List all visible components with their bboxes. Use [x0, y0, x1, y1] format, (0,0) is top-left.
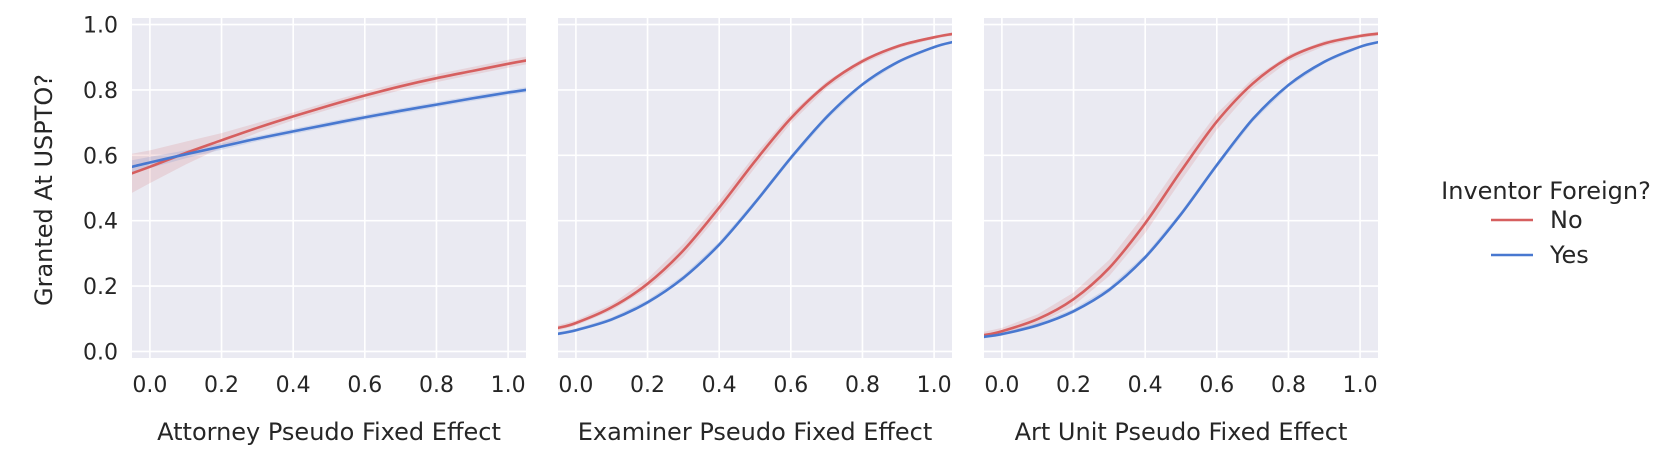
chart-panel: 0.0 0.2 0.4 0.6 0.8 1.0 Examiner Pseudo Fixed …	[558, 18, 952, 446]
legend-entry-label: Yes	[1549, 241, 1589, 269]
x-tick-label: 0.4	[702, 373, 737, 398]
x-tick-label: 0.6	[773, 373, 808, 398]
x-axis-label: Art Unit Pseudo Fixed Effect	[1015, 418, 1348, 446]
y-tick-label: 0.8	[83, 79, 118, 104]
y-tick-label: 0.4	[83, 210, 118, 235]
x-tick-label: 0.2	[1056, 373, 1091, 398]
x-tick-label: 0.8	[1271, 373, 1306, 398]
x-tick-label: 0.4	[1128, 373, 1163, 398]
chart-panel: 0.0 0.2 0.4 0.6 0.8 1.0 Art Unit Pseudo Fixed …	[984, 18, 1378, 446]
plot-background	[984, 18, 1378, 358]
chart-panel: 0.0 0.2 0.4 0.6 0.8 1.0 0.0 0.2 0.4 0.6 0.8 1.0 Atto…	[83, 14, 526, 446]
x-tick-label: 0.6	[1199, 373, 1234, 398]
x-axis-label: Examiner Pseudo Fixed Effect	[578, 418, 933, 446]
legend-entries: No Yes	[1491, 206, 1589, 269]
y-tick-label: 0.0	[83, 340, 118, 365]
series-line-yes	[132, 88, 526, 169]
series-line-yes	[984, 40, 1378, 339]
series-line-no	[984, 32, 1378, 337]
series-line-yes	[558, 40, 952, 336]
x-tick-label: 0.2	[204, 373, 239, 398]
x-tick-label: 1.0	[917, 373, 952, 398]
x-tick-label: 0.2	[630, 373, 665, 398]
y-tick-label: 0.6	[83, 144, 118, 169]
x-tick-label: 0.0	[132, 373, 167, 398]
series-layer	[132, 56, 526, 193]
y-tick-label: 1.0	[83, 14, 118, 39]
legend-entry-label: No	[1550, 206, 1583, 234]
legend: Inventor Foreign? No Yes	[1441, 177, 1651, 269]
series-layer	[984, 31, 1378, 339]
x-tick-label: 0.0	[558, 373, 593, 398]
series-line-no	[558, 32, 952, 330]
x-tick-label: 0.6	[347, 373, 382, 398]
legend-title: Inventor Foreign?	[1441, 177, 1651, 205]
x-tick-label: 0.4	[276, 373, 311, 398]
y-axis-label: Granted At USPTO?	[30, 74, 58, 306]
x-tick-label: 1.0	[491, 373, 526, 398]
series-layer	[558, 32, 952, 336]
confidence-band	[132, 56, 526, 193]
x-tick-label: 0.8	[845, 373, 880, 398]
x-tick-label: 0.0	[984, 373, 1019, 398]
chart-panels: 0.0 0.2 0.4 0.6 0.8 1.0 0.0 0.2 0.4 0.6 0.8 1.0 Atto…	[83, 14, 1378, 446]
x-tick-label: 0.8	[419, 373, 454, 398]
x-axis-label: Attorney Pseudo Fixed Effect	[157, 418, 501, 446]
y-tick-label: 0.2	[83, 275, 118, 300]
x-tick-label: 1.0	[1343, 373, 1378, 398]
